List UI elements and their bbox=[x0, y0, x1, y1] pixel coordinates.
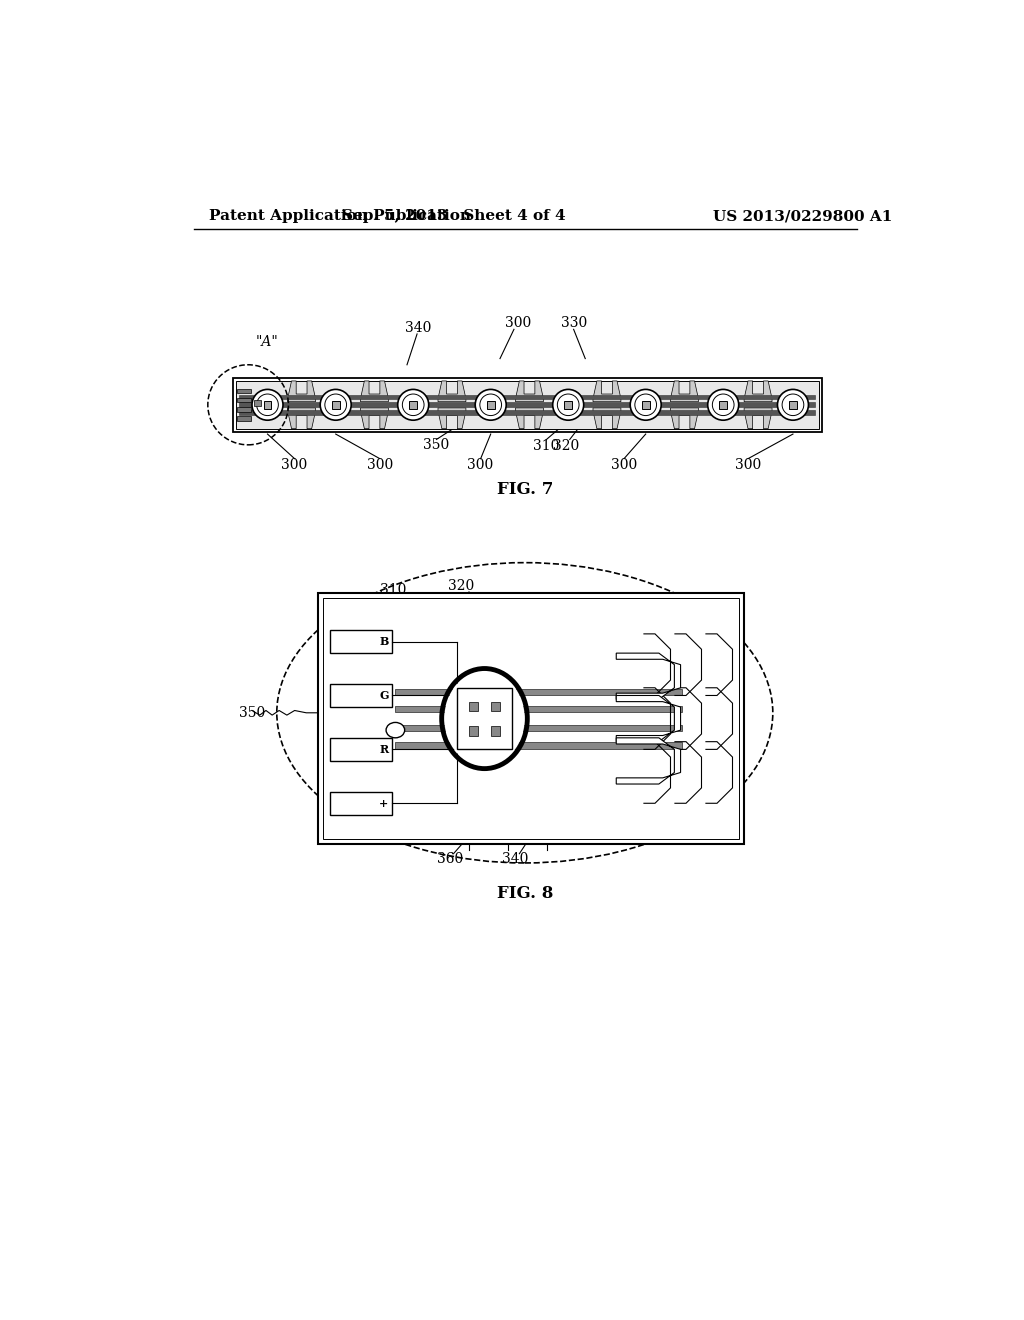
Bar bbox=[564, 401, 572, 409]
Ellipse shape bbox=[444, 671, 524, 766]
Bar bbox=[395, 725, 682, 731]
Text: 340: 340 bbox=[503, 853, 528, 866]
Polygon shape bbox=[616, 696, 681, 742]
Circle shape bbox=[252, 389, 283, 420]
Polygon shape bbox=[239, 403, 815, 407]
Text: 300: 300 bbox=[282, 458, 308, 471]
Polygon shape bbox=[239, 395, 815, 400]
Text: Patent Application Publication: Patent Application Publication bbox=[209, 209, 471, 223]
Ellipse shape bbox=[386, 722, 404, 738]
Polygon shape bbox=[744, 408, 772, 429]
Circle shape bbox=[475, 389, 506, 420]
Bar bbox=[238, 397, 251, 403]
Text: US 2013/0229800 A1: US 2013/0229800 A1 bbox=[713, 209, 893, 223]
Bar bbox=[332, 401, 340, 409]
Polygon shape bbox=[616, 653, 681, 700]
Text: +: + bbox=[379, 797, 388, 809]
Bar bbox=[330, 630, 391, 653]
Text: 300: 300 bbox=[468, 458, 494, 471]
Bar bbox=[330, 792, 391, 814]
Bar bbox=[490, 726, 500, 735]
Text: 360: 360 bbox=[436, 853, 463, 866]
Bar bbox=[490, 702, 500, 711]
Polygon shape bbox=[236, 381, 818, 429]
Polygon shape bbox=[360, 381, 388, 401]
Text: 350: 350 bbox=[239, 706, 265, 719]
Polygon shape bbox=[360, 408, 388, 429]
Text: 300: 300 bbox=[735, 458, 761, 471]
Bar bbox=[458, 688, 512, 750]
Bar bbox=[263, 401, 271, 409]
Text: 300: 300 bbox=[505, 317, 531, 330]
Polygon shape bbox=[323, 598, 739, 840]
Text: 300: 300 bbox=[367, 458, 393, 471]
Polygon shape bbox=[317, 594, 744, 843]
Bar bbox=[238, 407, 251, 412]
Circle shape bbox=[553, 389, 584, 420]
Bar bbox=[469, 726, 478, 735]
Text: FIG. 8: FIG. 8 bbox=[497, 886, 553, 903]
Text: "A": "A" bbox=[256, 335, 279, 348]
Circle shape bbox=[708, 389, 738, 420]
Polygon shape bbox=[744, 381, 772, 401]
Bar bbox=[330, 684, 391, 708]
Text: 310: 310 bbox=[534, 438, 560, 453]
Circle shape bbox=[777, 389, 809, 420]
Bar bbox=[330, 738, 391, 760]
Circle shape bbox=[397, 389, 429, 420]
Polygon shape bbox=[515, 381, 544, 401]
Polygon shape bbox=[288, 408, 315, 429]
Polygon shape bbox=[232, 378, 821, 432]
Text: 340: 340 bbox=[406, 321, 432, 335]
Bar bbox=[469, 702, 478, 711]
Polygon shape bbox=[239, 411, 815, 414]
Bar bbox=[719, 401, 727, 409]
Text: R: R bbox=[379, 744, 388, 755]
Bar bbox=[238, 388, 251, 393]
Bar bbox=[395, 742, 682, 748]
Bar bbox=[395, 706, 682, 713]
Text: 320: 320 bbox=[553, 438, 579, 453]
Polygon shape bbox=[671, 381, 698, 401]
Text: FIG. 7: FIG. 7 bbox=[497, 480, 553, 498]
Text: 330: 330 bbox=[560, 317, 587, 330]
Text: Sep. 5, 2013   Sheet 4 of 4: Sep. 5, 2013 Sheet 4 of 4 bbox=[342, 209, 565, 223]
Polygon shape bbox=[438, 408, 466, 429]
Text: 350: 350 bbox=[423, 438, 450, 451]
Polygon shape bbox=[288, 381, 315, 401]
Text: B: B bbox=[379, 636, 388, 647]
Polygon shape bbox=[593, 408, 621, 429]
Bar bbox=[642, 401, 649, 409]
Bar bbox=[486, 401, 495, 409]
Bar bbox=[410, 401, 417, 409]
Text: G: G bbox=[379, 690, 388, 701]
Polygon shape bbox=[438, 381, 466, 401]
Bar bbox=[238, 416, 251, 421]
Polygon shape bbox=[671, 408, 698, 429]
Bar bbox=[254, 400, 260, 407]
Text: 310: 310 bbox=[380, 582, 407, 597]
Polygon shape bbox=[593, 381, 621, 401]
Bar bbox=[395, 689, 682, 694]
Text: 320: 320 bbox=[449, 578, 474, 593]
Text: 300: 300 bbox=[611, 458, 637, 471]
Polygon shape bbox=[616, 738, 681, 784]
Circle shape bbox=[321, 389, 351, 420]
Polygon shape bbox=[515, 408, 544, 429]
Circle shape bbox=[630, 389, 662, 420]
Bar bbox=[790, 401, 797, 409]
